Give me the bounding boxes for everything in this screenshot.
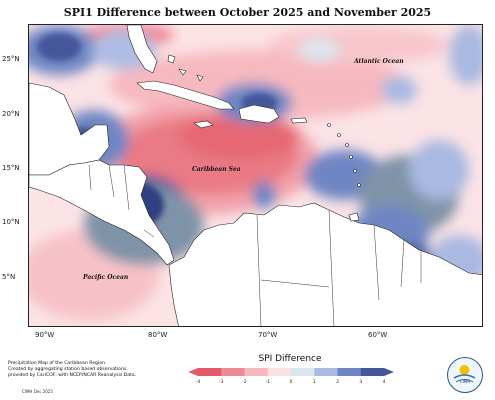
pacific-ocean-label: Pacific Ocean: [82, 274, 128, 281]
credit-text: Precipitation Map of the Caribbean Regio…: [8, 361, 178, 379]
legend-swatch: [267, 368, 292, 376]
longitude-label: 70°W: [258, 331, 278, 339]
legend-tick-label: 3: [359, 379, 362, 385]
border-line: [143, 229, 155, 238]
legend-tick-label: 1: [313, 379, 316, 385]
border-line: [123, 164, 130, 211]
footer-date: CIMH Dec 2025: [22, 389, 53, 394]
legend-swatch: [337, 368, 362, 376]
legend-swatch: [360, 368, 385, 376]
antilles-island: [345, 143, 349, 147]
puerto-rico-land: [290, 117, 308, 124]
legend-tick-group: -4 -3 -2 -1 0 1 2 3 4: [196, 379, 386, 385]
border-line: [88, 164, 92, 191]
credit-line: provided by CariCOF, with NCEP/NCAR Rean…: [8, 373, 137, 378]
legend-tick-label: -1: [266, 379, 271, 385]
logo-text: CIMH: [459, 379, 471, 384]
credit-line: Precipitation Map of the Caribbean Regio…: [8, 361, 107, 366]
border-line: [256, 214, 262, 326]
logo-emblem-icon: [453, 365, 476, 383]
latitude-label: 15°N: [2, 164, 20, 172]
antilles-island: [337, 133, 341, 137]
country-borders: [88, 164, 422, 326]
border-line: [400, 239, 405, 288]
legend-swatch: [291, 368, 315, 376]
atlantic-ocean-label: Atlantic Ocean: [353, 58, 404, 65]
florida-land: [126, 25, 158, 74]
antilles-island: [353, 169, 357, 173]
hispaniola-land: [238, 104, 280, 124]
border-line: [260, 279, 330, 288]
credit-line: Created by aggregating station based obs…: [8, 367, 128, 372]
legend-tick-label: 2: [336, 379, 339, 385]
legend-colorbar: -4 -3 -2 -1 0 1 2 3 4: [188, 368, 394, 385]
latitude-label: 10°N: [2, 218, 20, 226]
legend-left-arrow: [188, 368, 198, 376]
legend-swatch: [314, 368, 338, 376]
caribbean-sea-label: Caribbean Sea: [192, 166, 241, 173]
longitude-label: 80°W: [148, 331, 168, 339]
map-title: SPI1 Difference between October 2025 and…: [63, 6, 432, 19]
map-panel: Atlantic Ocean Caribbean Sea Pacific Oce…: [28, 24, 483, 327]
jamaica-land: [193, 120, 214, 129]
trinidad-land: [348, 212, 360, 222]
antilles-island: [327, 123, 331, 127]
border-line: [328, 209, 335, 326]
legend-swatch: [198, 368, 222, 376]
longitude-label: 60°W: [368, 331, 388, 339]
bahamas-island: [178, 68, 187, 76]
latitude-label: 5°N: [2, 273, 16, 281]
bahamas-island: [167, 54, 176, 64]
legend-tick-label: -4: [196, 379, 201, 385]
legend-tick-label: 4: [383, 379, 386, 385]
legend-swatch: [221, 368, 245, 376]
border-line: [108, 164, 115, 198]
legend-swatch: [244, 368, 269, 376]
legend-tick-label: 0: [290, 379, 293, 385]
land-masses: [29, 25, 482, 326]
bahamas-island: [196, 74, 204, 82]
legend-tick-label: -3: [219, 379, 224, 385]
legend-tick-label: -2: [242, 379, 247, 385]
latitude-label: 20°N: [2, 110, 20, 118]
latitude-label: 25°N: [2, 55, 20, 63]
longitude-label: 90°W: [35, 331, 55, 339]
antilles-island: [357, 183, 361, 187]
central-america-land: [29, 159, 175, 266]
spi-map: Atlantic Ocean Caribbean Sea Pacific Oce…: [29, 25, 482, 326]
cimh-logo: CIMH: [447, 357, 483, 393]
south-america-land: [168, 202, 482, 326]
border-line: [373, 224, 380, 301]
cuba-land: [136, 80, 235, 110]
antilles-island: [349, 155, 353, 159]
legend-title: SPI Difference: [258, 354, 322, 364]
legend-swatch-group: [188, 368, 394, 376]
legend-right-arrow: [384, 368, 394, 376]
